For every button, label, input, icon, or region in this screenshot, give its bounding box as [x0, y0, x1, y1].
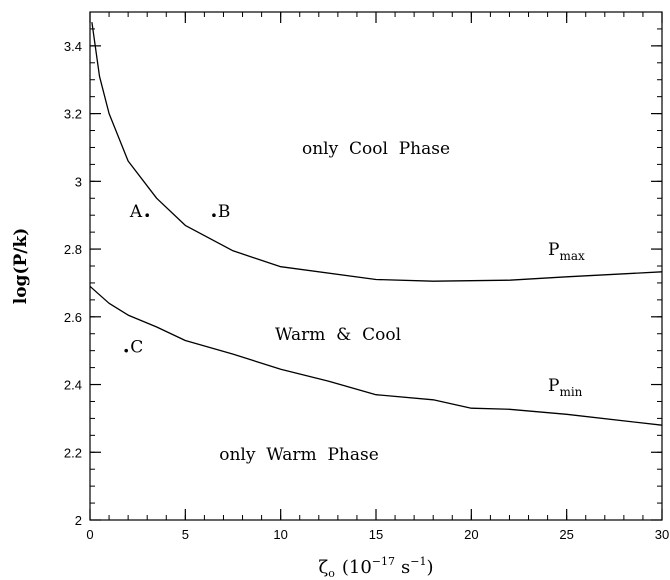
point-label-b: B — [218, 202, 231, 222]
series-label-pmin-main: P — [548, 376, 559, 396]
annotation-warm-phase: only Warm Phase — [219, 445, 379, 465]
tick-labels: 0 5 10 15 20 25 30 2 2.2 2.4 2.6 2.8 3 3.2 3.4 — [64, 39, 669, 542]
annotation-warm-cool: Warm & Cool — [275, 325, 401, 345]
y-tick-label: 2.6 — [64, 310, 82, 325]
series-label-pmin-sub: min — [559, 385, 582, 399]
series-label-pmax-main: P — [548, 240, 559, 260]
y-tick-label: 2 — [75, 513, 82, 528]
point-b — [212, 213, 216, 217]
x-axis-symbol-sub: o — [328, 567, 335, 580]
series-label-pmin: Pmin — [548, 376, 583, 399]
y-tick-label: 2.2 — [64, 445, 82, 460]
x-axis-symbol: ζ — [318, 557, 328, 578]
major-ticks — [89, 12, 663, 521]
series-layer — [89, 22, 663, 426]
y-tick-label: 3.4 — [64, 39, 82, 54]
point-label-c: C — [130, 338, 143, 358]
y-tick-label: 2.4 — [64, 378, 82, 393]
y-tick-label: 3 — [75, 174, 82, 189]
annotation-cool-phase: only Cool Phase — [302, 139, 450, 159]
point-label-a: A — [129, 202, 143, 222]
series-line-min — [89, 285, 663, 426]
x-axis-label: ζo (10−17 s−1) — [318, 555, 433, 580]
x-tick-label: 5 — [182, 527, 189, 542]
x-axis-exp2: −1 — [410, 555, 426, 568]
series-line-max — [91, 22, 663, 282]
point-a — [145, 213, 149, 217]
series-label-pmax: Pmax — [548, 240, 585, 263]
y-axis-label: log(P/k) — [11, 228, 31, 305]
y-tick-label: 3.2 — [64, 107, 82, 122]
y-tick-label: 2.8 — [64, 242, 82, 257]
x-axis-close: ) — [426, 557, 433, 578]
x-tick-label: 10 — [273, 527, 287, 542]
x-tick-label: 25 — [559, 527, 573, 542]
x-axis-unit: s — [401, 557, 410, 578]
points-layer: A B C — [124, 202, 231, 358]
x-tick-label: 15 — [369, 527, 383, 542]
point-c — [124, 348, 129, 353]
series-label-pmax-sub: max — [559, 249, 585, 263]
x-tick-label: 20 — [464, 527, 478, 542]
x-tick-label: 0 — [86, 527, 93, 542]
x-axis-open: (10 — [342, 557, 372, 578]
x-axis-exp1: −17 — [372, 555, 395, 568]
x-tick-label: 30 — [655, 527, 669, 542]
